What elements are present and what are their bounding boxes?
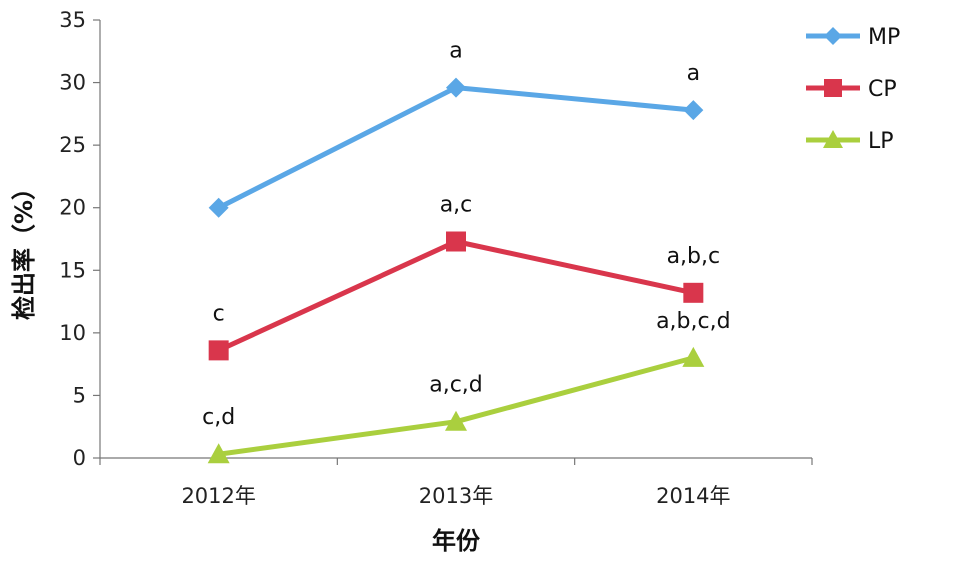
series-layer bbox=[207, 77, 705, 464]
y-tick-label: 35 bbox=[59, 8, 86, 32]
data-point bbox=[446, 231, 466, 252]
data-point bbox=[446, 77, 466, 98]
legend: MP CP LP bbox=[806, 25, 900, 154]
data-point bbox=[682, 346, 705, 367]
data-point bbox=[208, 340, 229, 361]
series-cp bbox=[208, 231, 704, 361]
data-label: c,d bbox=[202, 405, 235, 430]
y-tick-label: 0 bbox=[73, 446, 86, 470]
data-point bbox=[824, 79, 842, 97]
legend-label: MP bbox=[868, 25, 900, 50]
data-label: c bbox=[213, 301, 225, 326]
series-mp bbox=[208, 77, 704, 218]
y-tick-label: 20 bbox=[59, 196, 86, 220]
y-tick-label: 25 bbox=[59, 133, 86, 157]
data-point bbox=[823, 130, 843, 148]
x-tick-label: 2014年 bbox=[656, 484, 730, 508]
data-label: a,c bbox=[440, 193, 473, 218]
series-lp bbox=[207, 346, 705, 464]
data-point bbox=[208, 197, 229, 218]
x-axis-title: 年份 bbox=[432, 527, 481, 555]
y-axis-title: 检出率（%） bbox=[10, 176, 38, 320]
data-point bbox=[445, 410, 467, 431]
series-line bbox=[217, 239, 694, 353]
y-tick-label: 30 bbox=[59, 71, 86, 95]
series-line bbox=[217, 85, 694, 210]
x-axis-ticks: 2012年 2013年 2014年 bbox=[99, 458, 813, 508]
x-tick-label: 2012年 bbox=[181, 484, 255, 508]
data-point bbox=[683, 100, 704, 121]
y-axis-ticks: 0 5 10 15 20 25 30 35 bbox=[59, 8, 100, 470]
data-label: a bbox=[449, 39, 462, 64]
data-label: a,b,c bbox=[667, 244, 721, 269]
legend-item-mp: MP bbox=[806, 25, 900, 50]
legend-item-cp: CP bbox=[806, 77, 897, 102]
data-label: a,b,c,d bbox=[656, 309, 731, 334]
x-tick-label: 2013年 bbox=[419, 484, 493, 508]
data-label: a,c,d bbox=[429, 373, 483, 398]
data-point bbox=[824, 27, 842, 45]
data-point bbox=[683, 282, 704, 303]
y-tick-label: 15 bbox=[59, 258, 86, 282]
y-tick-label: 10 bbox=[59, 321, 86, 345]
y-tick-label: 5 bbox=[73, 383, 86, 407]
legend-item-lp: LP bbox=[806, 129, 894, 154]
legend-label: LP bbox=[868, 129, 894, 154]
data-labels-layer: a a c a,c a,b,c c,d a,c,d a,b,c,d bbox=[202, 39, 730, 431]
data-label: a bbox=[687, 61, 700, 86]
data-point bbox=[207, 443, 230, 464]
legend-label: CP bbox=[868, 77, 897, 102]
